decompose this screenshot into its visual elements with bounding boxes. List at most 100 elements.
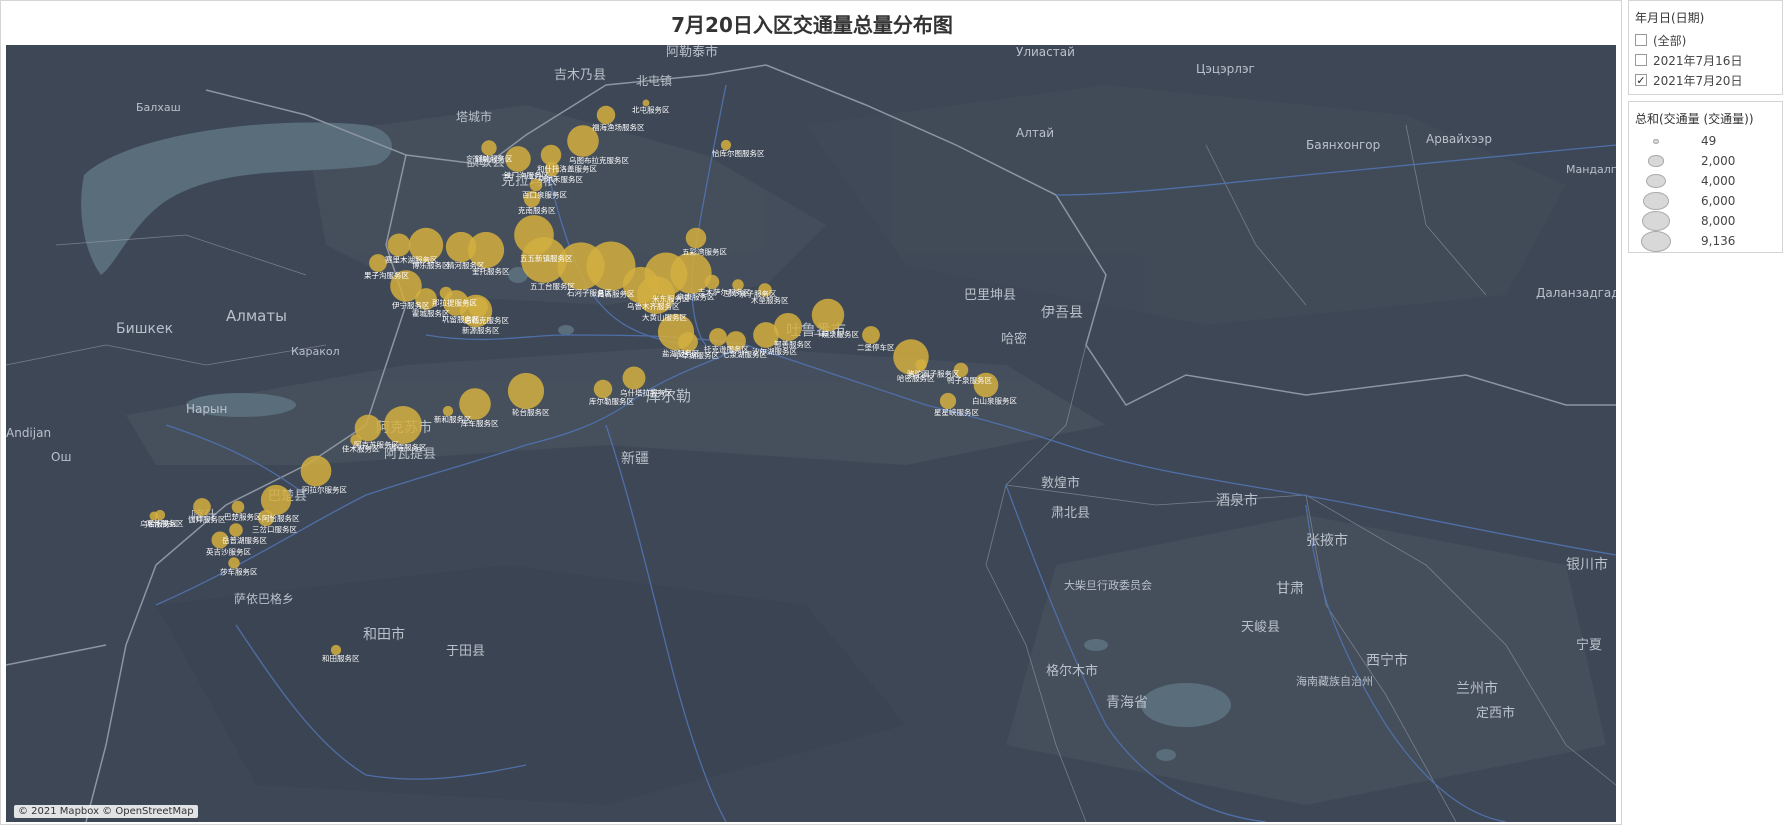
service-area-bubble[interactable] xyxy=(726,331,746,351)
place-label: Улиастай xyxy=(1016,45,1075,59)
checkbox-0716[interactable] xyxy=(1635,54,1647,66)
service-area-label: 赛里木湖服务区 xyxy=(385,254,438,264)
place-label: 海南藏族自治州 xyxy=(1296,674,1373,688)
service-area-bubble[interactable] xyxy=(709,328,727,346)
filter-item-label: (全部) xyxy=(1653,33,1687,48)
service-area-bubble[interactable] xyxy=(459,294,493,328)
service-area-bubble[interactable] xyxy=(939,392,957,410)
water-bodies xyxy=(81,122,1231,761)
service-area-label: 佳木服务区 xyxy=(342,444,380,454)
service-area-label: 巴楚服务区 xyxy=(224,511,262,521)
service-area-label: 白山泉服务区 xyxy=(972,395,1017,405)
service-area-bubble[interactable] xyxy=(300,455,332,487)
service-area-label: 克南服务区 xyxy=(518,205,556,215)
size-legend-symbol xyxy=(1629,155,1683,167)
service-area-bubble[interactable] xyxy=(387,233,411,257)
service-area-bubble[interactable] xyxy=(720,139,732,151)
place-label: 银川市 xyxy=(1566,556,1608,573)
service-area-label: 木垒服务区 xyxy=(751,295,789,305)
size-legend-title: 总和(交通量 (交通量)) xyxy=(1635,112,1754,126)
service-area-bubble[interactable] xyxy=(758,283,772,297)
service-area-bubble[interactable] xyxy=(773,312,803,342)
service-area-bubble[interactable] xyxy=(753,322,779,348)
service-area-bubble[interactable] xyxy=(557,242,605,290)
service-area-bubble[interactable] xyxy=(383,405,423,445)
service-area-bubble[interactable] xyxy=(390,270,422,302)
service-area-bubble[interactable] xyxy=(704,274,720,290)
filter-item-all[interactable]: (全部) xyxy=(1629,30,1782,50)
service-area-bubble[interactable] xyxy=(544,161,560,177)
service-area-bubble[interactable] xyxy=(467,231,505,269)
place-label: 青海省 xyxy=(1106,695,1148,711)
service-area-bubble[interactable] xyxy=(953,362,969,378)
service-area-bubble[interactable] xyxy=(862,326,880,344)
place-label: 阿瓦提县 xyxy=(384,446,436,462)
size-legend-label: 4,000 xyxy=(1701,174,1736,188)
service-area-bubble[interactable] xyxy=(529,178,543,192)
service-area-bubble[interactable] xyxy=(505,146,531,172)
service-area-bubble[interactable] xyxy=(439,286,453,300)
service-area-bubble[interactable] xyxy=(732,279,744,291)
place-label: 伊吾县 xyxy=(1041,305,1083,321)
service-area-bubble[interactable] xyxy=(596,105,616,125)
filter-item-0720[interactable]: ✓ 2021年7月20日 xyxy=(1629,70,1782,90)
service-area-bubble[interactable] xyxy=(231,500,245,514)
service-area-bubble[interactable] xyxy=(229,523,243,537)
service-area-bubble[interactable] xyxy=(211,531,229,549)
service-area-bubble[interactable] xyxy=(811,298,845,332)
service-area-bubble[interactable] xyxy=(459,388,491,420)
service-area-bubble[interactable] xyxy=(540,144,562,166)
service-area-label: 阿拉尔服务区 xyxy=(302,484,347,494)
service-area-bubble[interactable] xyxy=(642,99,650,107)
service-area-bubble[interactable] xyxy=(523,190,541,208)
filter-item-label: 2021年7月16日 xyxy=(1653,53,1743,68)
service-area-bubble[interactable] xyxy=(149,511,159,521)
service-area-bubble[interactable] xyxy=(354,414,382,442)
service-area-bubble[interactable] xyxy=(670,252,712,294)
service-area-bubble[interactable] xyxy=(636,275,676,315)
service-area-bubble[interactable] xyxy=(408,227,444,263)
service-area-bubble[interactable] xyxy=(678,332,698,352)
service-area-bubble[interactable] xyxy=(521,237,567,283)
service-area-bubble[interactable] xyxy=(442,405,454,417)
service-area-label: 乌图布拉克服务区 xyxy=(569,155,629,165)
place-label: 新疆 xyxy=(621,451,649,467)
checkbox-all[interactable] xyxy=(1635,34,1647,46)
service-area-bubble[interactable] xyxy=(369,254,387,272)
service-area-bubble[interactable] xyxy=(257,509,275,527)
service-area-bubble[interactable] xyxy=(915,359,927,371)
service-area-bubble[interactable] xyxy=(330,644,342,656)
service-area-bubble[interactable] xyxy=(593,379,613,399)
filter-item-0716[interactable]: 2021年7月16日 xyxy=(1629,50,1782,70)
size-legend-symbol xyxy=(1629,210,1683,232)
service-area-bubbles[interactable] xyxy=(149,99,999,656)
service-area-label: 二堡停车区 xyxy=(857,342,895,352)
service-area-bubble[interactable] xyxy=(193,498,211,516)
size-legend-item: 8,000 xyxy=(1629,210,1782,232)
service-area-label: 五彩湾服务区 xyxy=(682,246,727,256)
service-area-bubble[interactable] xyxy=(415,288,437,310)
service-area-bubble[interactable] xyxy=(567,125,599,157)
service-area-label: 阿克苏服务区 xyxy=(354,439,399,449)
service-area-label: 恰库尔图服务区 xyxy=(712,148,765,158)
circle-icon xyxy=(1652,138,1660,144)
service-area-bubble[interactable] xyxy=(622,366,646,390)
service-area-label: 奎托服务区 xyxy=(472,266,510,276)
service-area-bubble[interactable] xyxy=(507,372,545,410)
service-area-label: 伽师服务区 xyxy=(188,514,226,524)
service-area-bubble[interactable] xyxy=(228,557,240,569)
service-area-bubble[interactable] xyxy=(685,227,707,249)
service-area-bubble[interactable] xyxy=(260,484,292,516)
service-area-label: 福海渔场服务区 xyxy=(592,122,645,132)
service-area-label: 乌鲁木齐服务区 xyxy=(627,301,680,311)
place-label: 于田县 xyxy=(446,644,485,659)
map-attribution[interactable]: © 2021 Mapbox © OpenStreetMap xyxy=(14,805,198,818)
size-legend-symbol xyxy=(1629,230,1683,252)
service-area-bubble[interactable] xyxy=(973,372,999,398)
map-view[interactable]: 阿勒泰市 吉木乃县 北屯镇 塔城市 额敏县 克拉玛依 Улиастай Цэцэрлэг Алт… xyxy=(5,44,1630,823)
service-area-bubble[interactable] xyxy=(350,434,362,446)
service-area-bubble[interactable] xyxy=(481,140,497,156)
checkbox-0720[interactable]: ✓ xyxy=(1635,73,1647,87)
